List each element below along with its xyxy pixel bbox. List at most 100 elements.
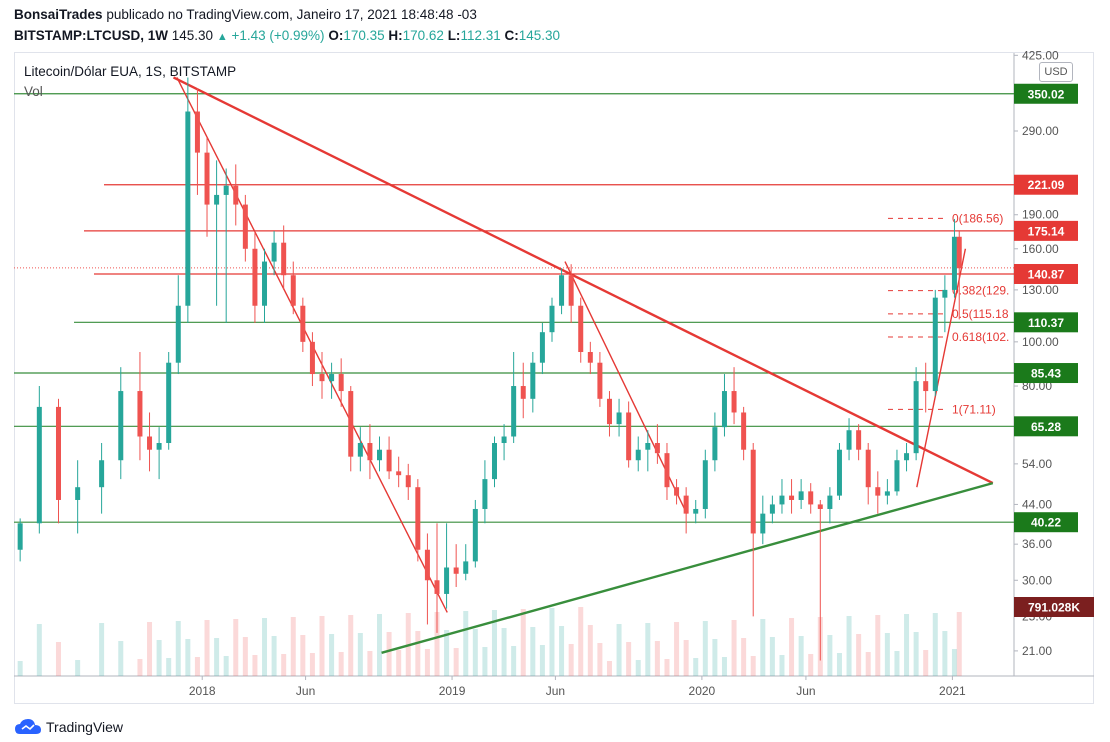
tradingview-logo[interactable]: TradingView [14, 718, 123, 736]
candle-body [913, 381, 919, 454]
volume-bar [693, 658, 699, 676]
volume-bar [309, 653, 315, 676]
trendline [381, 481, 994, 654]
volume-bar [712, 639, 718, 676]
x-tick-label: 2019 [439, 684, 466, 698]
candle-body [156, 443, 162, 450]
candle-body [664, 453, 670, 488]
candle-body [779, 495, 785, 505]
currency-badge[interactable]: USD [1039, 62, 1073, 82]
candle-body [626, 412, 632, 461]
candle-body [309, 341, 315, 375]
candle-body [463, 561, 469, 574]
volume-bar [645, 623, 651, 676]
x-tick-label: Jun [796, 684, 815, 698]
candle-body [530, 362, 536, 399]
volume-bar [386, 632, 392, 676]
volume-bar [156, 640, 162, 676]
candle-body [271, 242, 277, 262]
volume-bar [415, 631, 421, 676]
volume-bar [808, 654, 814, 676]
volume-bar [956, 612, 962, 676]
candle-body [357, 443, 363, 457]
candle-body [894, 460, 900, 492]
volume-bar [769, 637, 775, 676]
candle-body [559, 275, 565, 306]
volume-bar [626, 642, 632, 676]
candle-body [386, 449, 392, 472]
candle-body [36, 406, 42, 524]
level-price-badge [1014, 363, 1078, 384]
candle-body [185, 111, 191, 306]
candle-body [712, 427, 718, 461]
candle-body [424, 549, 430, 581]
volume-bar [463, 611, 469, 676]
volume-bar [36, 624, 42, 676]
volume-bar [453, 648, 459, 676]
up-arrow-icon: ▲ [216, 31, 228, 43]
level-price-badge [1014, 263, 1078, 284]
candle-body [597, 362, 603, 399]
y-tick-label: 160.00 [1022, 242, 1059, 256]
candle-body [300, 305, 306, 342]
volume-bar [300, 635, 306, 676]
volume-bar [836, 653, 842, 676]
candle-body [817, 504, 823, 509]
volume-bar [578, 607, 584, 676]
candle-body [587, 352, 593, 363]
volume-bar [118, 641, 124, 676]
level-price-text: 350.02 [1028, 87, 1065, 101]
candle-body [683, 495, 689, 514]
volume-bar [252, 655, 258, 676]
volume-bar [635, 660, 641, 676]
volume-bar [396, 650, 402, 676]
volume-bar [482, 647, 488, 676]
candle-body [444, 567, 450, 594]
candle-body [233, 185, 239, 205]
volume-bar [606, 661, 612, 676]
volume-bar [846, 616, 852, 676]
volume-bar [472, 629, 478, 676]
candle-body [99, 460, 105, 488]
volume-bar [520, 609, 526, 676]
volume-bar [875, 615, 881, 676]
volume-bar [750, 656, 756, 676]
candle-body [932, 297, 938, 392]
volume-bar [856, 634, 862, 676]
candle-body [482, 479, 488, 509]
level-price-text: 85.43 [1031, 367, 1061, 381]
volume-value-text: 791.028K [1028, 601, 1080, 615]
volume-value-badge [1014, 597, 1094, 617]
chart-frame[interactable] [14, 52, 1094, 704]
candle-body [549, 305, 555, 333]
volume-bar [932, 613, 938, 676]
candle-body [214, 194, 220, 205]
volume-bar [539, 645, 545, 676]
volume-bar [147, 622, 153, 676]
candle-body [252, 248, 258, 306]
candle-body [635, 449, 641, 461]
symbol-label: BITSTAMP:LTCUSD, 1W [14, 28, 168, 43]
volume-bar [923, 650, 929, 676]
candle-body [147, 436, 153, 450]
candle-body [17, 523, 23, 550]
volume-bar [664, 659, 670, 676]
volume-bar [434, 612, 440, 676]
volume-bar [530, 627, 536, 676]
volume-bar [424, 649, 430, 676]
candle-body [606, 398, 612, 425]
volume-bar [587, 625, 593, 676]
fib-level-label: 0.382(129. [952, 284, 1009, 298]
volume-bar [654, 641, 660, 676]
volume-bar [319, 616, 325, 676]
candle-body [760, 513, 766, 534]
candle-body [769, 504, 775, 514]
candle-body [242, 204, 248, 249]
candle-body [491, 443, 497, 480]
level-price-text: 175.14 [1028, 224, 1065, 238]
x-tick-label: 2018 [189, 684, 216, 698]
level-price-badge [1014, 512, 1078, 533]
fib-level-label: 0.5(115.18 [952, 307, 1009, 321]
volume-bar [214, 638, 220, 676]
